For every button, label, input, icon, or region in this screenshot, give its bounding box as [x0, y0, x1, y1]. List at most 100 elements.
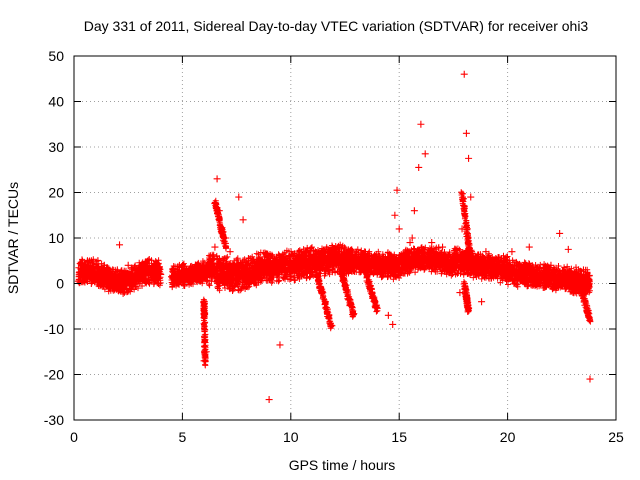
data-point: [269, 257, 277, 265]
data-point: [556, 229, 564, 237]
data-point: [478, 298, 486, 306]
y-tick-label: 40: [48, 94, 64, 110]
data-point: [504, 266, 512, 274]
data-point: [222, 234, 230, 242]
data-point: [276, 341, 284, 349]
y-tick-label: -20: [44, 367, 64, 383]
data-point: [230, 261, 238, 269]
x-tick-label: 15: [391, 429, 407, 445]
data-point: [421, 150, 429, 158]
y-axis-label: SDTVAR / TECUs: [5, 182, 21, 294]
data-point: [391, 211, 399, 219]
data-point: [395, 225, 403, 233]
y-tick-label: 20: [48, 185, 64, 201]
y-tick-label: 10: [48, 230, 64, 246]
data-point: [211, 243, 219, 251]
y-tick-label: -10: [44, 321, 64, 337]
data-point: [239, 257, 247, 265]
data-point: [449, 252, 457, 260]
data-point: [389, 320, 397, 328]
data-point: [280, 261, 288, 269]
data-point: [135, 275, 143, 283]
data-point: [415, 163, 423, 171]
data-point: [330, 248, 338, 256]
data-point: [569, 270, 577, 278]
data-point: [178, 270, 186, 278]
data-point: [341, 261, 349, 269]
data-point: [213, 175, 221, 183]
data-point: [100, 261, 108, 269]
data-point: [579, 266, 587, 274]
data-point: [202, 348, 210, 356]
data-point: [129, 270, 137, 278]
data-point: [207, 261, 215, 269]
y-tick-label: 30: [48, 139, 64, 155]
data-point: [155, 280, 163, 287]
data-point: [217, 225, 225, 233]
data-point: [189, 266, 197, 274]
grid: [74, 56, 616, 420]
data-point: [265, 396, 273, 404]
data-point: [508, 248, 516, 256]
data-point: [467, 193, 475, 201]
axes: 0 5 10 15 20 25 -30 -20 -10 0 10 20 30 40 50: [44, 48, 624, 445]
data-point: [471, 252, 479, 260]
data-point: [406, 239, 414, 247]
data-point: [384, 311, 392, 319]
data-point: [215, 207, 223, 215]
data-point: [148, 266, 156, 274]
data-point: [235, 193, 243, 201]
data-point: [287, 252, 295, 260]
data-point: [87, 280, 95, 287]
x-tick-label: 5: [179, 429, 187, 445]
data-points: [74, 70, 594, 404]
data-point: [200, 302, 208, 310]
data-point: [142, 259, 150, 267]
data-point: [439, 243, 447, 251]
data-point: [458, 225, 466, 233]
data-point: [402, 257, 410, 265]
data-point: [584, 307, 592, 315]
data-point: [547, 261, 555, 269]
data-point: [204, 270, 212, 278]
data-point: [514, 261, 522, 269]
data-point: [460, 70, 468, 78]
data-point: [298, 257, 306, 265]
data-point: [239, 216, 247, 224]
data-point: [107, 270, 115, 278]
data-point: [536, 270, 544, 278]
data-point: [116, 241, 124, 249]
data-point: [465, 154, 473, 162]
data-point: [81, 273, 89, 281]
data-point: [319, 252, 327, 260]
data-point: [168, 273, 176, 281]
data-point: [417, 120, 425, 128]
data-point: [374, 261, 382, 269]
data-point: [124, 261, 132, 269]
x-axis-label: GPS time / hours: [289, 457, 396, 473]
y-tick-label: -30: [44, 412, 64, 428]
data-point: [200, 357, 208, 365]
data-point: [326, 257, 334, 265]
data-point: [348, 252, 356, 260]
x-tick-label: 25: [608, 429, 624, 445]
data-point: [462, 129, 470, 137]
data-point: [586, 375, 594, 383]
data-point: [226, 248, 234, 256]
data-point: [308, 261, 316, 269]
data-point: [157, 270, 165, 278]
data-point: [410, 207, 418, 215]
data-point: [243, 266, 251, 274]
data-point: [493, 257, 501, 265]
x-tick-label: 0: [70, 429, 78, 445]
data-point: [408, 234, 416, 242]
x-tick-label: 20: [500, 429, 516, 445]
y-tick-label: 0: [56, 276, 64, 292]
y-tick-label: 50: [48, 48, 64, 64]
data-point: [120, 275, 128, 283]
data-point: [525, 243, 533, 251]
data-point: [575, 280, 583, 287]
data-point: [254, 261, 262, 269]
data-point: [482, 248, 490, 256]
